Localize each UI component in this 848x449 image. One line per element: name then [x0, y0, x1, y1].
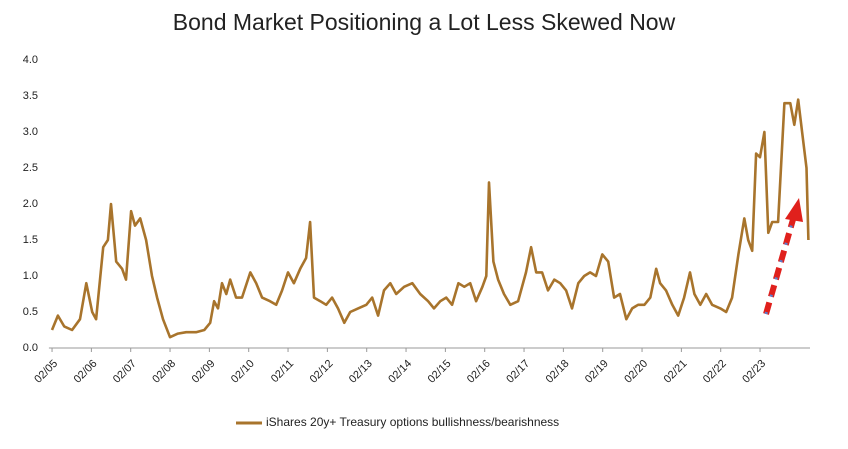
x-tick-label: 02/21 [662, 358, 690, 386]
y-tick-label: 4.0 [23, 54, 38, 66]
y-tick-label: 0.0 [23, 342, 38, 354]
x-tick-label: 02/17 [504, 358, 532, 386]
x-tick-label: 02/23 [740, 358, 768, 386]
x-tick-label: 02/09 [190, 358, 218, 386]
x-tick-label: 02/13 [347, 358, 375, 386]
x-tick-label: 02/10 [229, 358, 257, 386]
x-tick-label: 02/15 [426, 358, 454, 386]
y-tick-label: 2.0 [23, 198, 38, 210]
y-tick-label: 2.5 [23, 162, 38, 174]
x-tick-label: 02/20 [622, 358, 650, 386]
chart-title: Bond Market Positioning a Lot Less Skewe… [173, 9, 676, 35]
x-tick-label: 02/05 [32, 358, 60, 386]
x-tick-label: 02/06 [72, 358, 100, 386]
data-line [50, 98, 810, 339]
arrow-head [785, 198, 803, 222]
y-tick-label: 3.5 [23, 90, 38, 102]
y-tick-label: 1.0 [23, 270, 38, 282]
x-tick-label: 02/18 [544, 358, 572, 386]
legend-label: iShares 20y+ Treasury options bullishnes… [266, 415, 559, 429]
x-tick-label: 02/16 [465, 358, 493, 386]
y-tick-label: 3.0 [23, 126, 38, 138]
x-tick-label: 02/07 [111, 358, 139, 386]
x-tick-label: 02/11 [269, 358, 296, 385]
x-tick-label: 02/08 [150, 358, 178, 386]
trend-arrow [763, 198, 803, 315]
x-tick-label: 02/12 [308, 358, 336, 386]
x-tick-label: 02/14 [386, 358, 414, 386]
y-tick-label: 0.5 [23, 306, 38, 318]
x-tick-label: 02/19 [583, 358, 611, 386]
x-tick-label: 02/22 [701, 358, 729, 386]
y-tick-label: 1.5 [23, 234, 38, 246]
